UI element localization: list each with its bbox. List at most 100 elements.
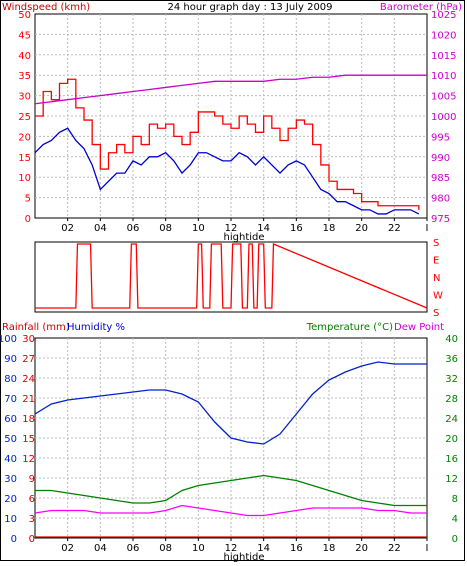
rainfall-tick-label: 12: [22, 454, 35, 465]
x-tick-label: 12: [225, 543, 238, 554]
x-tick-label: 02: [61, 223, 74, 234]
temperature-tick-label: 36: [445, 354, 458, 365]
temperature-tick-label: 40: [445, 334, 458, 345]
rainfall-tick-label: 24: [22, 374, 35, 385]
windspeed-axis-label: Windspeed (kmh): [2, 2, 90, 13]
temperature-humidity-panel: 0369121518212427300102030405060708090100…: [0, 334, 458, 563]
temperature-tick-label: 12: [445, 474, 458, 485]
rainfall-tick-label: 30: [22, 334, 35, 345]
humidity-tick-label: 70: [4, 394, 17, 405]
wind-direction-line: [35, 243, 428, 309]
humidity-tick-label: 90: [4, 354, 17, 365]
windspeed-tick-label: 15: [18, 153, 31, 164]
windspeed-line: [35, 78, 420, 210]
humidity-tick-label: 40: [4, 454, 17, 465]
x-tick-label: 22: [388, 543, 401, 554]
humidity-tick-label: 30: [4, 474, 17, 485]
hightide-label: hightide: [224, 232, 265, 243]
x-tick-label: 18: [323, 543, 336, 554]
rainfall-tick-label: 15: [22, 434, 35, 445]
wind-direction-tick-label: E: [433, 256, 439, 267]
humidity-tick-label: 60: [4, 414, 17, 425]
x-tick-label: 10: [192, 223, 205, 234]
wind-direction-tick-label: N: [433, 273, 440, 284]
barometer-axis-label: Barometer (hPa): [380, 2, 462, 13]
rainfall-tick-label: 3: [29, 514, 35, 525]
humidity-tick-label: 80: [4, 374, 17, 385]
temperature-tick-label: 16: [445, 454, 458, 465]
x-tick-label: 16: [290, 543, 303, 554]
rainfall-tick-label: 27: [22, 354, 35, 365]
x-tick-label: 02: [61, 543, 74, 554]
x-tick-label: 08: [159, 223, 172, 234]
rainfall-tick-label: 21: [22, 394, 35, 405]
barometer-tick-label: 995: [431, 132, 450, 143]
wind-average-line: [34, 127, 420, 215]
rainfall-tick-label: 0: [29, 534, 35, 545]
barometer-tick-label: 1020: [431, 30, 456, 41]
barometer-tick-label: 1000: [431, 112, 456, 123]
windspeed-tick-label: 10: [18, 173, 31, 184]
windspeed-tick-label: 0: [25, 214, 31, 225]
temperature-tick-label: 24: [445, 414, 458, 425]
windspeed-tick-label: 25: [18, 112, 31, 123]
x-tick-label: 08: [159, 543, 172, 554]
windspeed-tick-label: 35: [18, 71, 31, 82]
barometer-tick-label: 1015: [431, 51, 456, 62]
x-tick-label: 04: [94, 223, 107, 234]
humidity-tick-label: 100: [0, 334, 17, 345]
x-tick-label: 20: [355, 223, 368, 234]
barometer-tick-label: 985: [431, 173, 450, 184]
x-tick-label: 04: [94, 543, 107, 554]
barometer-tick-label: 1010: [431, 71, 456, 82]
windspeed-tick-label: 30: [18, 92, 31, 103]
barometer-tick-label: 990: [431, 153, 450, 164]
barometer-tick-label: 1005: [431, 92, 456, 103]
humidity-tick-label: 20: [4, 494, 17, 505]
x-tick-label: 14: [257, 543, 270, 554]
x-tick-label: 10: [192, 543, 205, 554]
x-tick-label: 22: [388, 223, 401, 234]
windspeed-tick-label: 40: [18, 51, 31, 62]
barometer-line: [34, 74, 427, 105]
humidity-line: [34, 361, 427, 445]
temperature-tick-label: 0: [452, 534, 458, 545]
windspeed-tick-label: 5: [25, 194, 31, 205]
barometer-tick-label: 980: [431, 194, 450, 205]
barometer-tick-label: 1025: [431, 10, 456, 21]
humidity-tick-label: 10: [4, 514, 17, 525]
temperature-axis-label: Temperature (°C): [306, 322, 393, 333]
humidity-axis-label: Humidity %: [67, 322, 125, 333]
temperature-tick-label: 32: [445, 374, 458, 385]
rainfall-axis-label: Rainfall (mm): [2, 322, 70, 333]
wind-barometer-panel: 0510152025303540455097598098599099510001…: [18, 10, 456, 243]
temperature-tick-label: 28: [445, 394, 458, 405]
wind-direction-tick-label: S: [433, 308, 439, 319]
temperature-tick-label: 20: [445, 434, 458, 445]
temperature-tick-label: 8: [452, 494, 458, 505]
temperature-line: [35, 474, 427, 507]
x-tick-label: 14: [257, 223, 270, 234]
x-tick-label: I: [426, 543, 429, 554]
wind-direction-tick-label: S: [433, 238, 439, 249]
x-tick-label: 06: [127, 223, 140, 234]
windspeed-tick-label: 50: [18, 10, 31, 21]
temperature-tick-label: 4: [452, 514, 458, 525]
hightide-label: hightide: [224, 552, 265, 563]
humidity-tick-label: 0: [11, 534, 17, 545]
x-tick-label: 18: [323, 223, 336, 234]
chart-title: 24 hour graph day : 13 July 2009: [167, 2, 332, 13]
rainfall-tick-label: 18: [22, 414, 35, 425]
rainfall-tick-label: 6: [29, 494, 35, 505]
dewpoint-axis-label: Dew Point: [394, 322, 444, 333]
barometer-tick-label: 975: [431, 214, 450, 225]
x-tick-label: 16: [290, 223, 303, 234]
windspeed-tick-label: 20: [18, 132, 31, 143]
rainfall-tick-label: 9: [29, 474, 35, 485]
x-tick-label: 20: [355, 543, 368, 554]
wind-direction-tick-label: W: [433, 291, 443, 302]
dewpoint-line: [34, 504, 427, 517]
humidity-tick-label: 50: [4, 434, 17, 445]
